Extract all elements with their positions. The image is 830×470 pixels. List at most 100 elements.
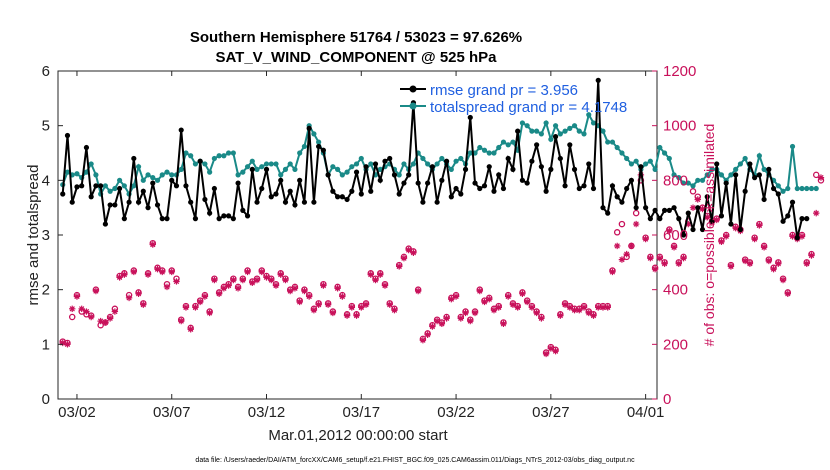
rmse-point xyxy=(467,114,473,121)
obs-assimilated-point xyxy=(486,296,493,303)
obs-assimilated-point xyxy=(490,306,498,314)
obs-assimilated-point xyxy=(500,320,507,328)
obs-assimilated-point xyxy=(462,309,469,317)
obs-assimilated-point xyxy=(713,216,720,224)
totalspread-point xyxy=(88,161,94,167)
totalspread-point xyxy=(183,150,189,156)
totalspread-point xyxy=(524,123,530,129)
obs-assimilated-point xyxy=(756,222,763,229)
obs-assimilated-point xyxy=(116,274,123,281)
obs-assimilated-point xyxy=(59,339,66,347)
obs-assimilated-point xyxy=(277,271,284,278)
totalspread-point xyxy=(453,158,459,164)
totalspread-point xyxy=(737,161,744,167)
rmse-point xyxy=(391,172,398,178)
obs-assimilated-point xyxy=(542,350,550,358)
obs-assimilated-point xyxy=(632,220,640,228)
rmse-point xyxy=(131,155,137,162)
obs-assimilated-point xyxy=(813,209,820,217)
obs-assimilated-point xyxy=(367,271,374,278)
totalspread-point xyxy=(178,166,184,172)
obs-assimilated-point xyxy=(149,241,156,248)
obs-assimilated-point xyxy=(519,290,526,297)
obs-assimilated-point xyxy=(419,337,427,344)
rmse-point xyxy=(159,216,165,222)
totalspread-point xyxy=(311,131,317,137)
obs-assimilated-point xyxy=(656,255,664,262)
rmse-point xyxy=(353,169,360,175)
totalspread-point xyxy=(425,161,431,167)
obs-assimilated-point xyxy=(576,306,583,314)
rmse-point xyxy=(263,166,270,172)
obs-assimilated-point xyxy=(732,224,739,232)
obs-assimilated-point xyxy=(73,293,81,300)
rmse-point xyxy=(164,216,170,222)
obs-assimilated-point xyxy=(528,304,536,311)
obs-assimilated-point xyxy=(201,293,209,300)
x-tick-label: 03/22 xyxy=(437,404,475,421)
obs-assimilated-point xyxy=(329,309,337,317)
rmse-point xyxy=(505,155,511,162)
obs-assimilated-point xyxy=(339,293,346,300)
obs-assimilated-point xyxy=(159,268,166,276)
totalspread-point xyxy=(145,172,151,178)
obs-possible-point xyxy=(812,171,820,179)
rmse-point xyxy=(510,166,516,172)
obs-assimilated-point xyxy=(509,301,517,308)
obs-assimilated-point xyxy=(102,319,109,326)
totalspread-point xyxy=(150,175,156,181)
rmse-point xyxy=(680,232,687,238)
rmse-point xyxy=(69,199,75,205)
y-right-tick-label: 800 xyxy=(663,172,688,189)
rmse-point xyxy=(785,213,791,219)
rmse-point xyxy=(64,132,71,139)
rmse-point xyxy=(192,216,199,222)
rmse-point xyxy=(491,188,497,194)
totalspread-point xyxy=(297,150,303,156)
totalspread-point xyxy=(543,120,549,126)
rmse-point xyxy=(316,143,322,150)
rmse-point xyxy=(458,191,464,197)
y-right-tick-label: 0 xyxy=(663,391,671,408)
obs-assimilated-point xyxy=(405,246,412,254)
obs-assimilated-point xyxy=(438,320,446,328)
x-tick-label: 03/07 xyxy=(153,404,191,421)
obs-assimilated-point xyxy=(377,271,384,278)
obs-assimilated-point xyxy=(182,304,190,311)
obs-assimilated-point xyxy=(727,263,735,270)
totalspread-point xyxy=(301,143,308,150)
rmse-point xyxy=(140,188,146,194)
obs-assimilated-point xyxy=(140,301,147,308)
y-tick-label: 2 xyxy=(42,282,50,299)
obs-assimilated-point xyxy=(249,279,256,287)
totalspread-point xyxy=(666,155,672,162)
rmse-point xyxy=(306,125,312,131)
rmse-point xyxy=(548,166,554,172)
totalspread-point xyxy=(377,166,383,172)
totalspread-point xyxy=(477,144,483,151)
totalspread-point xyxy=(278,172,284,178)
obs-assimilated-point xyxy=(746,260,754,267)
rmse-point xyxy=(472,180,478,186)
obs-assimilated-point xyxy=(130,268,138,276)
totalspread-point xyxy=(652,166,658,172)
totalspread-point xyxy=(467,150,473,156)
totalspread-point xyxy=(282,166,289,172)
obs-assimilated-point xyxy=(481,298,488,306)
obs-assimilated-point xyxy=(211,276,218,284)
obs-assimilated-point xyxy=(779,276,787,284)
rmse-point xyxy=(396,191,402,197)
obs-assimilated-point xyxy=(803,260,810,267)
legend-spread-label: totalspread grand pr = 4.1748 xyxy=(430,99,627,116)
rmse-point xyxy=(107,202,113,208)
obs-assimilated-point xyxy=(609,268,616,276)
totalspread-point xyxy=(581,131,587,137)
rmse-point xyxy=(434,199,440,205)
totalspread-point xyxy=(439,155,445,162)
totalspread-point xyxy=(567,125,573,131)
rmse-point xyxy=(666,207,672,213)
rmse-point xyxy=(183,183,189,189)
obs-assimilated-point xyxy=(580,304,588,311)
obs-assimilated-point xyxy=(220,285,228,292)
totalspread-point xyxy=(221,153,227,159)
